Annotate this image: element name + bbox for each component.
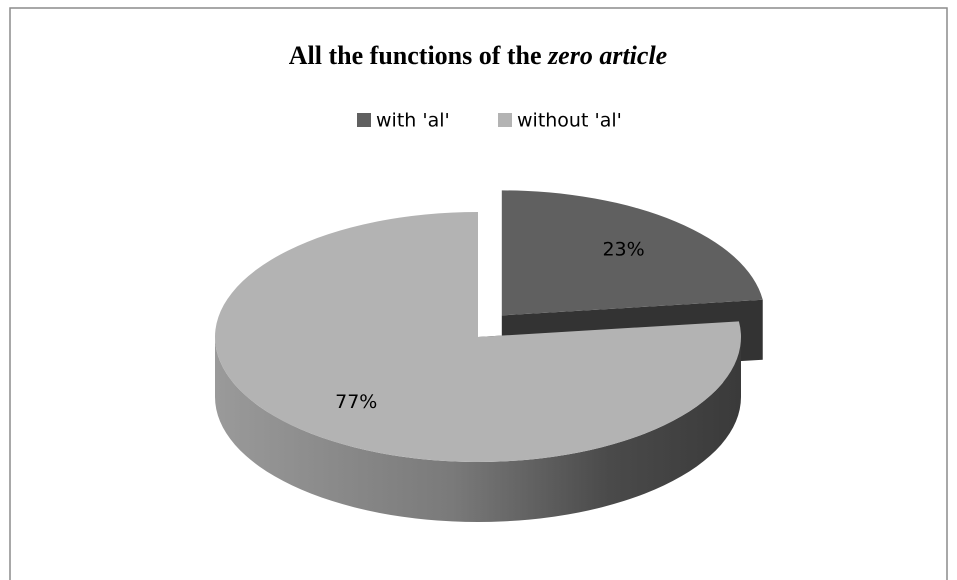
slice-side bbox=[215, 337, 741, 522]
legend-label: without 'al' bbox=[517, 110, 622, 132]
chart-frame bbox=[9, 7, 948, 580]
slice bbox=[501, 190, 763, 316]
slice bbox=[215, 212, 741, 462]
legend-swatch bbox=[498, 113, 512, 127]
chart-title: All the functions of the zero article bbox=[289, 41, 667, 70]
data-label: 23% bbox=[602, 238, 644, 260]
title-plain: All the functions of the bbox=[289, 41, 542, 70]
legend-label: with 'al' bbox=[376, 110, 450, 132]
data-label: 77% bbox=[335, 391, 377, 413]
title-italic: zero article bbox=[547, 41, 667, 70]
legend-swatch bbox=[357, 113, 371, 127]
